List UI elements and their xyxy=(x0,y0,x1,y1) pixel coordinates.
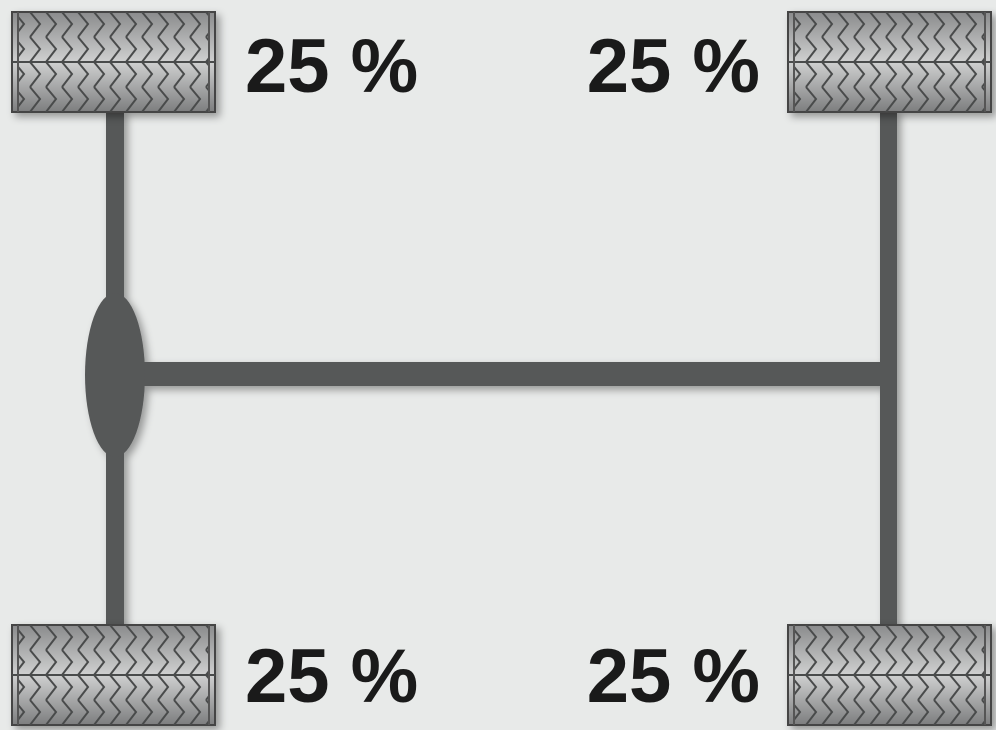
axles xyxy=(85,110,897,630)
differential xyxy=(85,293,145,457)
driveshaft xyxy=(130,362,895,386)
torque-label: 25 % xyxy=(245,634,418,719)
tire-rear-left xyxy=(11,624,216,726)
torque-label: 25 % xyxy=(587,24,760,109)
tire-front-right xyxy=(787,11,992,113)
tire-front-left xyxy=(11,11,216,113)
torque-label: 25 % xyxy=(587,634,760,719)
tire-rear-right xyxy=(787,624,992,726)
torque-label: 25 % xyxy=(245,24,418,109)
